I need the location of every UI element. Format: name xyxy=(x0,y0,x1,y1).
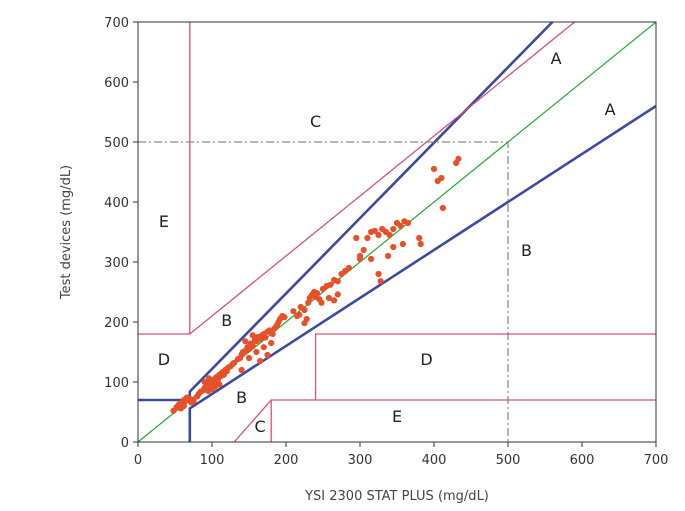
data-point xyxy=(268,339,275,347)
data-point xyxy=(397,222,404,230)
data-point xyxy=(455,155,462,162)
data-point xyxy=(216,381,223,388)
zone-label-d: D xyxy=(420,350,432,369)
zone-label-c: C xyxy=(310,112,321,131)
data-point xyxy=(345,264,352,272)
y-tick-label: 300 xyxy=(104,256,129,271)
data-point xyxy=(331,297,338,304)
y-tick-label: 200 xyxy=(104,316,129,331)
y-tick-label: 400 xyxy=(104,196,129,211)
data-point xyxy=(353,234,360,242)
data-point xyxy=(269,330,276,338)
ref-line-zone-c-lower xyxy=(233,399,272,443)
data-point xyxy=(264,351,271,359)
x-tick-label: 200 xyxy=(274,453,299,468)
data-point xyxy=(386,231,393,239)
data-point xyxy=(371,227,378,234)
x-tick-label: 300 xyxy=(348,453,373,468)
data-point xyxy=(325,294,332,302)
data-point xyxy=(249,332,256,339)
data-point xyxy=(296,311,303,318)
data-point xyxy=(260,344,267,351)
data-point xyxy=(390,225,397,233)
y-axis-title: Test devices (mg/dL) xyxy=(59,165,74,300)
y-tick-label: 0 xyxy=(121,436,129,451)
data-point xyxy=(438,174,445,182)
zone-label-b: B xyxy=(221,311,232,330)
data-point xyxy=(368,255,375,263)
data-point xyxy=(417,240,424,248)
reference-lines xyxy=(137,21,657,443)
data-points xyxy=(170,155,462,414)
data-point xyxy=(190,398,197,405)
ref-line-zone-a-lower xyxy=(188,104,657,442)
data-point xyxy=(242,338,249,345)
data-point xyxy=(405,219,412,227)
data-point xyxy=(201,378,208,386)
data-point xyxy=(205,375,213,382)
ref-line-zone-c-upper xyxy=(189,21,576,335)
data-point xyxy=(334,291,341,298)
x-tick-label: 400 xyxy=(422,453,447,468)
data-point xyxy=(390,243,397,251)
data-point xyxy=(375,270,382,278)
x-tick-label: 700 xyxy=(644,453,669,468)
data-point xyxy=(249,342,256,350)
data-point xyxy=(334,278,341,285)
data-point xyxy=(327,281,334,288)
data-point xyxy=(180,402,187,410)
data-point xyxy=(245,354,253,362)
data-point xyxy=(301,320,308,327)
data-point xyxy=(305,299,312,306)
data-point xyxy=(253,348,260,356)
zone-label-e: E xyxy=(392,407,402,426)
zone-label-a: A xyxy=(551,49,562,68)
data-point xyxy=(385,252,392,260)
ref-line-zone-a-upper xyxy=(138,21,554,402)
data-point xyxy=(318,299,325,306)
x-tick-label: 100 xyxy=(200,453,225,468)
data-point xyxy=(356,255,364,263)
data-point xyxy=(416,234,423,242)
x-tick-label: 0 xyxy=(134,453,142,468)
data-point xyxy=(205,387,212,395)
y-tick-label: 100 xyxy=(104,376,129,391)
data-point xyxy=(377,278,384,285)
y-tick-label: 500 xyxy=(104,136,129,151)
data-point xyxy=(314,290,321,297)
data-point xyxy=(301,306,308,314)
x-tick-label: 500 xyxy=(496,453,521,468)
data-point xyxy=(399,240,406,248)
data-point xyxy=(430,165,438,173)
zone-label-b: B xyxy=(521,241,532,260)
data-point xyxy=(290,308,297,315)
data-point xyxy=(238,366,245,374)
data-point xyxy=(360,246,367,254)
ref-line-zone-d-right xyxy=(314,333,656,400)
x-tick-label: 600 xyxy=(570,453,595,468)
zone-label-a: A xyxy=(605,100,616,119)
ref-line-zone-e-upper xyxy=(138,22,191,335)
plot-frame xyxy=(137,21,657,443)
data-point xyxy=(281,314,288,321)
data-point xyxy=(439,204,446,212)
data-point xyxy=(375,231,382,239)
zone-label-c: C xyxy=(255,417,266,436)
y-tick-label: 600 xyxy=(104,76,129,91)
axes: 0 100 200 300 400 500 600 700 0 100 200 300 400 500 60… xyxy=(104,16,668,468)
zone-label-e: E xyxy=(159,212,169,231)
y-tick-label: 700 xyxy=(104,16,129,31)
ref-line-zone-e-lower xyxy=(270,399,656,442)
data-point xyxy=(257,357,264,365)
zone-label-b: B xyxy=(236,388,247,407)
data-point xyxy=(262,334,269,341)
ref-line-dashed-500 xyxy=(138,141,509,442)
x-axis-title: YSI 2300 STAT PLUS (mg/dL) xyxy=(304,489,489,504)
data-point xyxy=(364,234,371,242)
zone-label-d: D xyxy=(158,350,170,369)
